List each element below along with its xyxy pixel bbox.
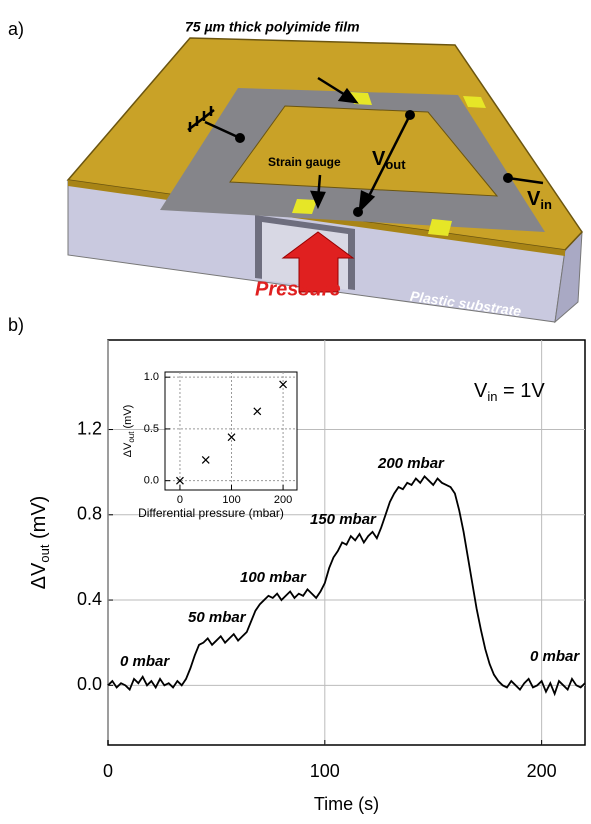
x-axis-title: Differential pressure (mbar): [138, 506, 284, 520]
y-tick-label: 0.4: [77, 589, 102, 609]
plot-area: [165, 372, 297, 490]
y-axis-title: ΔVout (mV): [28, 496, 52, 590]
step-label: 0 mbar: [120, 653, 170, 670]
x-tick-label: 200: [274, 494, 292, 506]
y-title-unit: (mV): [28, 496, 50, 545]
y-tick-label: 1.2: [77, 418, 102, 438]
y-tick-label: 0.0: [144, 475, 159, 487]
x-tick-label: 100: [310, 761, 340, 781]
vin-rest: = 1V: [497, 380, 545, 402]
figure: a) 75 µm thick polyimide film Strain gau…: [0, 0, 591, 824]
y-title-sub: out: [127, 431, 136, 443]
x-tick-label: 0: [103, 761, 113, 781]
x-tick-label: 200: [527, 761, 557, 781]
pressure-label: Pressure: [255, 278, 341, 300]
y-tick-label: 0.0: [77, 674, 102, 694]
vin-main: V: [474, 380, 488, 402]
film-label: 75 µm thick polyimide film: [185, 19, 360, 35]
y-title-unit: (mV): [122, 405, 134, 432]
panel-label: b): [8, 315, 24, 335]
gauge-label: Strain gauge: [268, 155, 341, 169]
y-tick-label: 1.0: [144, 371, 159, 383]
step-label: 0 mbar: [530, 648, 580, 665]
contact: [235, 133, 245, 143]
step-label: 150 mbar: [310, 511, 377, 528]
step-label: 50 mbar: [188, 609, 247, 626]
y-tick-label: 0.8: [77, 504, 102, 524]
y-title-main: ΔV: [122, 442, 134, 457]
device-diagram: a) 75 µm thick polyimide film Strain gau…: [8, 19, 582, 322]
x-axis-title: Time (s): [314, 794, 379, 814]
step-label: 100 mbar: [240, 569, 307, 586]
y-title-sub: out: [37, 544, 52, 562]
x-tick-label: 0: [177, 494, 183, 506]
vin-sub: in: [487, 389, 497, 404]
y-title-main: ΔV: [28, 562, 50, 589]
step-label: 200 mbar: [377, 455, 445, 472]
y-tick-label: 0.5: [144, 423, 159, 435]
vin-note: Vin = 1V: [474, 380, 545, 404]
page: {"diagram": {"panel_a": "a)", "panel_b":…: [0, 0, 591, 824]
x-tick-label: 100: [222, 494, 240, 506]
panel-label: a): [8, 19, 24, 39]
gauge: [428, 219, 452, 236]
